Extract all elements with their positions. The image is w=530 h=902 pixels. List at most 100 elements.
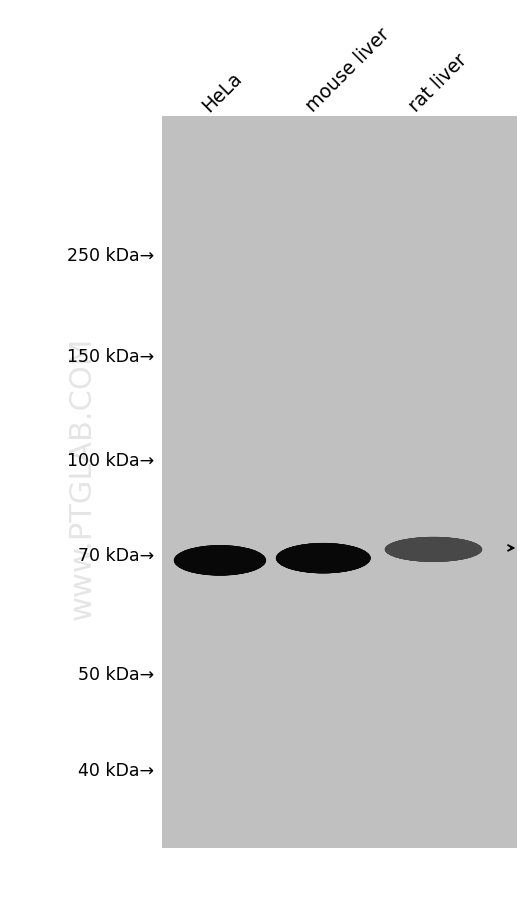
Ellipse shape [385,538,481,562]
Ellipse shape [284,548,363,570]
Ellipse shape [181,548,259,573]
Ellipse shape [289,549,357,567]
Ellipse shape [293,551,354,566]
Ellipse shape [176,547,264,575]
Ellipse shape [388,538,477,561]
Ellipse shape [276,544,370,574]
Ellipse shape [396,543,464,557]
Ellipse shape [183,549,257,572]
Ellipse shape [385,538,482,562]
Ellipse shape [277,544,369,573]
Ellipse shape [390,540,473,559]
Ellipse shape [391,540,473,559]
Ellipse shape [287,548,360,569]
Ellipse shape [392,541,470,558]
Ellipse shape [397,543,462,557]
Ellipse shape [391,540,472,559]
Ellipse shape [189,553,251,568]
Ellipse shape [385,538,481,562]
Ellipse shape [388,539,475,560]
Ellipse shape [285,548,361,569]
Ellipse shape [290,550,357,567]
Ellipse shape [187,552,253,570]
Ellipse shape [391,540,472,559]
Ellipse shape [392,540,471,559]
Ellipse shape [287,548,359,568]
Ellipse shape [394,542,467,558]
Ellipse shape [187,551,253,570]
Ellipse shape [388,538,476,561]
Ellipse shape [280,546,366,572]
Ellipse shape [186,551,254,570]
Ellipse shape [285,548,361,569]
Ellipse shape [398,543,462,557]
Ellipse shape [395,542,464,557]
Ellipse shape [188,552,252,569]
Ellipse shape [185,551,255,571]
Ellipse shape [393,541,469,558]
Ellipse shape [182,549,258,572]
Ellipse shape [279,545,367,572]
Ellipse shape [183,550,257,572]
Ellipse shape [281,546,365,571]
Ellipse shape [186,551,254,570]
Ellipse shape [387,538,478,561]
Ellipse shape [176,547,263,575]
Ellipse shape [174,546,266,575]
Ellipse shape [285,548,362,570]
Ellipse shape [395,542,465,557]
Ellipse shape [180,548,260,573]
Ellipse shape [183,550,257,572]
Ellipse shape [177,548,263,575]
Ellipse shape [175,547,264,575]
Ellipse shape [285,548,362,570]
Ellipse shape [175,546,265,575]
Ellipse shape [284,547,363,570]
Ellipse shape [282,547,364,571]
Ellipse shape [386,538,480,562]
Ellipse shape [174,546,266,575]
Ellipse shape [394,542,466,557]
Ellipse shape [397,543,462,557]
Ellipse shape [189,553,251,569]
Text: www.PTGLAB.COM: www.PTGLAB.COM [68,336,96,620]
Ellipse shape [386,538,480,562]
Ellipse shape [283,547,364,571]
Text: 100 kDa→: 100 kDa→ [67,452,154,470]
Ellipse shape [289,549,358,567]
Ellipse shape [388,539,476,560]
Ellipse shape [276,543,370,574]
Ellipse shape [287,548,359,568]
Ellipse shape [393,541,468,558]
Ellipse shape [180,548,260,574]
Ellipse shape [285,548,362,570]
Ellipse shape [184,550,255,571]
Ellipse shape [183,550,257,571]
Ellipse shape [278,544,369,573]
Ellipse shape [282,547,364,571]
Ellipse shape [387,538,478,561]
Ellipse shape [286,548,360,569]
Ellipse shape [393,541,468,558]
Ellipse shape [292,551,355,566]
Ellipse shape [185,551,255,571]
Ellipse shape [393,541,469,558]
Ellipse shape [392,540,471,559]
Ellipse shape [289,549,357,567]
Ellipse shape [282,547,364,571]
Ellipse shape [396,543,464,557]
Ellipse shape [282,547,365,571]
Text: 150 kDa→: 150 kDa→ [67,348,154,366]
Ellipse shape [288,549,358,568]
Ellipse shape [284,547,363,570]
Ellipse shape [288,549,359,568]
Ellipse shape [390,540,473,559]
Ellipse shape [183,550,257,572]
Ellipse shape [178,548,262,575]
Ellipse shape [287,548,359,568]
Ellipse shape [277,544,370,574]
Ellipse shape [289,549,357,567]
Ellipse shape [181,548,259,573]
Ellipse shape [178,548,262,574]
Ellipse shape [390,539,474,560]
